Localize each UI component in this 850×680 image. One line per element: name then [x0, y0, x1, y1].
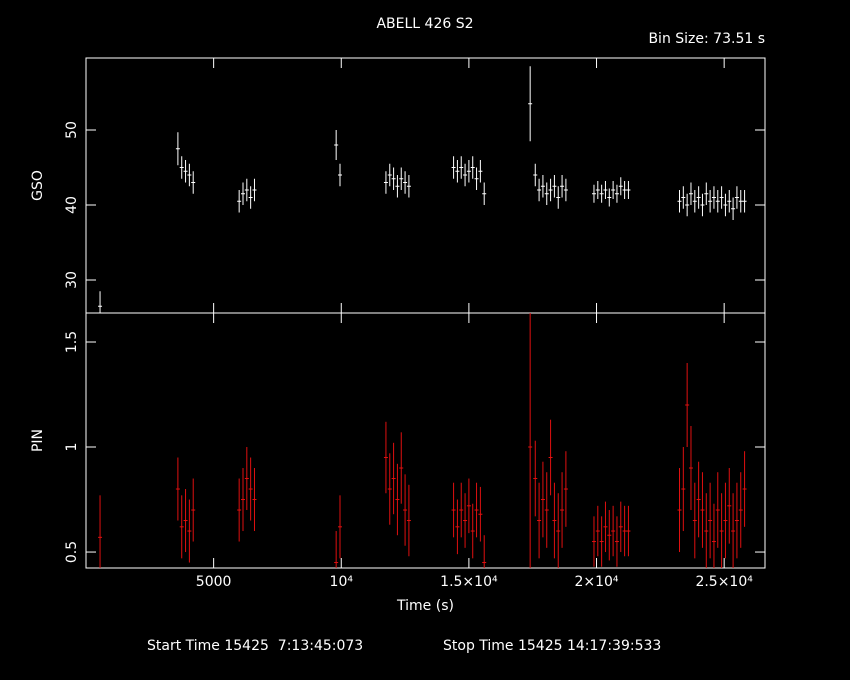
y-axis-label: GSO [30, 170, 46, 201]
y-tick-label: 0.5 [64, 541, 80, 563]
y-tick-label: 40 [64, 196, 80, 214]
x-tick-label: 2.5×10⁴ [695, 574, 753, 590]
y-tick-label: 1.5 [64, 331, 80, 353]
x-tick-label: 10⁴ [330, 574, 354, 590]
series [98, 66, 747, 313]
series [98, 313, 747, 568]
chart-title: ABELL 426 S2 [376, 16, 473, 32]
y-tick-label: 1 [64, 443, 80, 452]
y-axis-label: PIN [30, 429, 46, 452]
x-tick-label: 5000 [196, 574, 232, 590]
x-tick-label: 2×10⁴ [574, 574, 618, 590]
bin-size: Bin Size: 73.51 s [648, 31, 765, 47]
x-tick-label: 1.5×10⁴ [440, 574, 498, 590]
y-tick-label: 30 [64, 271, 80, 289]
y-tick-label: 50 [64, 121, 80, 139]
x-axis-label: Time (s) [396, 598, 454, 614]
start-time: Start Time 15425 7:13:45:073 [147, 638, 363, 654]
stop-time: Stop Time 15425 14:17:39:533 [443, 638, 661, 654]
